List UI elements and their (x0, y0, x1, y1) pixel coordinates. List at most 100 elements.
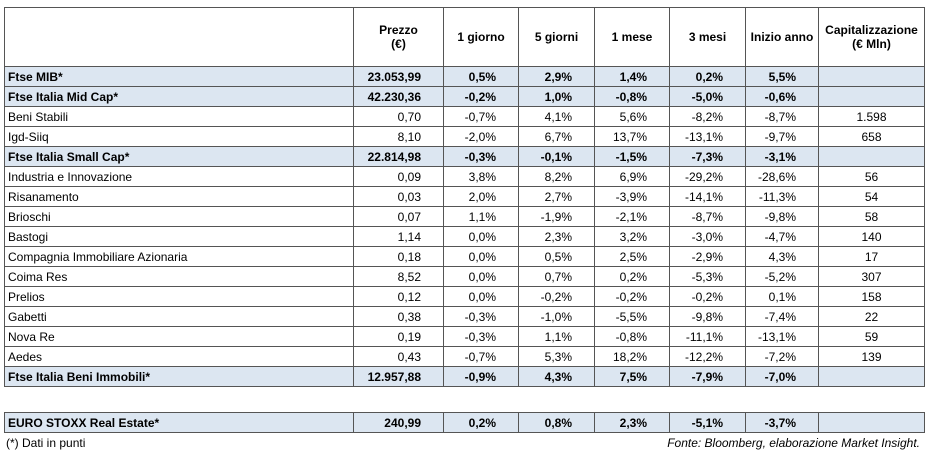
cell: 7,5% (594, 366, 670, 387)
cell: 0,5% (518, 246, 595, 267)
cell: 17 (818, 246, 925, 267)
cell: Ftse Italia Mid Cap* (4, 86, 354, 107)
cell: -7,0% (745, 366, 819, 387)
cell: 54 (818, 186, 925, 207)
row: Industria e Innovazione 0,09 3,8% 8,2% 6,9% -… (4, 166, 925, 187)
cell: -0,1% (518, 146, 595, 167)
cell: -5,5% (594, 306, 670, 327)
row: Gabetti 0,38 -0,3% -1,0% -5,5% -9,8% -7,4% 22 (4, 306, 925, 327)
cell: -28,6% (745, 166, 819, 187)
cell: 23.053,99 (353, 66, 444, 87)
cell: 2,9% (518, 66, 595, 87)
cell: 3,8% (443, 166, 519, 187)
cell: -0,8% (594, 86, 670, 107)
cell: 0,2% (594, 266, 670, 287)
cell (4, 7, 354, 67)
cell: -13,1% (669, 126, 746, 147)
row: Ftse Italia Small Cap* 22.814,98 -0,3% -0,1… (4, 146, 925, 167)
cell: 12.957,88 (353, 366, 444, 387)
cell: -7,4% (745, 306, 819, 327)
cell: 0,0% (443, 286, 519, 307)
row: Aedes 0,43 -0,7% 5,3% 18,2% -12,2% -7,2% 139 (4, 346, 925, 367)
cell: 2,3% (594, 412, 670, 433)
cell: 0,70 (353, 106, 444, 127)
cell: -0,8% (594, 326, 670, 347)
cell: 0,19 (353, 326, 444, 347)
row: Igd-Siiq 8,10 -2,0% 6,7% 13,7% -13,1% -9,7% 658 (4, 126, 925, 147)
row: Brioschi 0,07 1,1% -1,9% -2,1% -8,7% -9,8% 58 (4, 206, 925, 227)
cell: 1,14 (353, 226, 444, 247)
cell: 3,2% (594, 226, 670, 247)
cell: Coima Res (4, 266, 354, 287)
cell: -29,2% (669, 166, 746, 187)
row: Bastogi 1,14 0,0% 2,3% 3,2% -3,0% -4,7% 140 (4, 226, 925, 247)
row: Ftse MIB* 23.053,99 0,5% 2,9% 1,4% 0,2% 5,5% (4, 66, 925, 87)
cell: 2,5% (594, 246, 670, 267)
cell: 0,09 (353, 166, 444, 187)
cell: 4,1% (518, 106, 595, 127)
cell: 5,5% (745, 66, 819, 87)
row: EURO STOXX Real Estate* 240,99 0,2% 0,8% 2,3… (4, 412, 925, 433)
cell: Gabetti (4, 306, 354, 327)
cell: 0,03 (353, 186, 444, 207)
cell: 1,1% (518, 326, 595, 347)
row: Compagnia Immobiliare Azionaria 0,18 0,0% 0… (4, 246, 925, 267)
cell: -2,9% (669, 246, 746, 267)
index-table: EURO STOXX Real Estate* 240,99 0,2% 0,8% 2,3… (4, 412, 925, 433)
cell: -3,1% (745, 146, 819, 167)
cell: 59 (818, 326, 925, 347)
row: Risanamento 0,03 2,0% 2,7% -3,9% -14,1% -11,3%… (4, 186, 925, 207)
row: Ftse Italia Beni Immobili* 12.957,88 -0,9%… (4, 366, 925, 387)
cell: -0,3% (443, 306, 519, 327)
cell: -11,3% (745, 186, 819, 207)
cell: 0,8% (518, 412, 595, 433)
cell: -9,8% (745, 206, 819, 227)
cell: 2,7% (518, 186, 595, 207)
cell: 0,18 (353, 246, 444, 267)
cell: 6,7% (518, 126, 595, 147)
row: Beni Stabili 0,70 -0,7% 4,1% 5,6% -8,2% -8,7% 1… (4, 106, 925, 127)
header-row: Prezzo (€) 1 giorno 5 giorni 1 mese 3 mesi In… (4, 7, 925, 67)
cell: 4,3% (518, 366, 595, 387)
cell: Igd-Siiq (4, 126, 354, 147)
cell: 0,38 (353, 306, 444, 327)
cell: 5 giorni (518, 7, 595, 67)
cell: EURO STOXX Real Estate* (4, 412, 354, 433)
cell: 139 (818, 346, 925, 367)
cell: -3,0% (669, 226, 746, 247)
cell: 5,3% (518, 346, 595, 367)
cell: -0,2% (594, 286, 670, 307)
cell: 658 (818, 126, 925, 147)
cell: 240,99 (353, 412, 444, 433)
cell: Bastogi (4, 226, 354, 247)
cell: 13,7% (594, 126, 670, 147)
cell: -5,0% (669, 86, 746, 107)
cell: 2,3% (518, 226, 595, 247)
cell: -0,7% (443, 346, 519, 367)
cell: 3 mesi (669, 7, 746, 67)
cell: -0,3% (443, 326, 519, 347)
cell: 0,2% (669, 66, 746, 87)
cell: -7,3% (669, 146, 746, 167)
cell (818, 412, 925, 433)
row: Prelios 0,12 0,0% -0,2% -0,2% -0,2% 0,1% 158 (4, 286, 925, 307)
cell: 0,1% (745, 286, 819, 307)
cell: 0,5% (443, 66, 519, 87)
cell: 5,6% (594, 106, 670, 127)
cell: 56 (818, 166, 925, 187)
cell (818, 146, 925, 167)
cell: 1 mese (594, 7, 670, 67)
cell: -9,7% (745, 126, 819, 147)
cell: 158 (818, 286, 925, 307)
cell: -1,0% (518, 306, 595, 327)
row: Nova Re 0,19 -0,3% 1,1% -0,8% -11,1% -13,1% 59 (4, 326, 925, 347)
cell: 22 (818, 306, 925, 327)
cell: -7,2% (745, 346, 819, 367)
cell: Risanamento (4, 186, 354, 207)
cell: 307 (818, 266, 925, 287)
cell: -0,6% (745, 86, 819, 107)
cell: 22.814,98 (353, 146, 444, 167)
cell: 0,0% (443, 266, 519, 287)
cell: Prelios (4, 286, 354, 307)
